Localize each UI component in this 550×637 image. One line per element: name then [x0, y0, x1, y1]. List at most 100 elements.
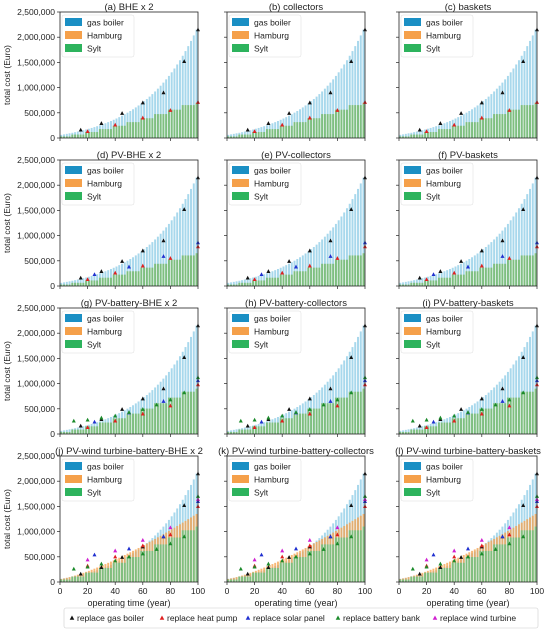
- bar-sylt: [96, 132, 99, 138]
- bar-sylt: [249, 576, 252, 582]
- bar-gas-boiler: [359, 35, 362, 139]
- bar-sylt: [173, 259, 176, 286]
- bar-gas-boiler: [340, 68, 343, 138]
- bar-sylt: [468, 271, 471, 286]
- bar-sylt: [123, 418, 126, 434]
- x-tick-label: 60: [477, 586, 487, 596]
- marker-replace-battery-bank: [479, 407, 484, 411]
- bar-sylt: [282, 125, 285, 138]
- bar-gas-boiler: [495, 88, 498, 138]
- legend-swatch-sylt: [404, 340, 421, 348]
- legend-swatch-gas-boiler: [65, 314, 82, 322]
- bar-sylt: [312, 550, 315, 582]
- bar-gas-boiler: [321, 239, 324, 286]
- bar-sylt: [63, 136, 66, 138]
- bar-sylt: [107, 567, 110, 582]
- bar-sylt: [85, 572, 88, 582]
- marker-legend-label: replace solar panel: [253, 613, 325, 623]
- bar-gas-boiler: [323, 88, 326, 138]
- legend-label: gas boiler: [426, 462, 463, 472]
- y-tick-label: 1,500,000: [17, 353, 55, 363]
- marker-replace-heat-pump: [479, 411, 484, 416]
- bar-sylt: [159, 263, 162, 286]
- bar-sylt: [343, 109, 346, 138]
- bar-sylt: [498, 114, 501, 138]
- bar-sylt: [190, 530, 192, 582]
- marker-replace-solar-panel: [92, 272, 97, 277]
- y-tick-label: 500,000: [24, 108, 55, 118]
- bar-gas-boiler: [82, 130, 85, 138]
- bar-sylt: [460, 274, 462, 286]
- bar-sylt: [334, 537, 337, 582]
- bar-sylt: [260, 132, 263, 138]
- bar-sylt: [315, 267, 318, 286]
- bar-sylt: [178, 259, 181, 286]
- bar-sylt: [354, 105, 357, 138]
- bar-sylt: [534, 102, 537, 138]
- bar-sylt: [87, 280, 90, 286]
- bar-sylt: [165, 114, 168, 138]
- panel-title: (i) PV-battery-baskets: [422, 298, 514, 309]
- marker-replace-battery-bank: [410, 566, 415, 571]
- bar-sylt: [404, 431, 407, 434]
- bar-sylt: [195, 526, 198, 582]
- marker-replace-wind-turbine: [252, 557, 257, 562]
- bar-sylt: [476, 557, 479, 582]
- chart-panel-7: (g) PV-battery-BHE x 2 0 500,000 1,000,000 1…: [2, 298, 200, 439]
- bar-sylt: [159, 544, 162, 582]
- bar-gas-boiler: [501, 230, 504, 286]
- y-tick-label: 2,500,000: [17, 7, 55, 17]
- bar-gas-boiler: [290, 262, 293, 286]
- marker-replace-heat-pump: [335, 403, 340, 408]
- bar-gas-boiler: [404, 281, 407, 286]
- bar-sylt: [93, 572, 96, 582]
- marker-replace-gas-boiler: [140, 100, 145, 105]
- marker-replace-battery-bank: [349, 390, 354, 395]
- bar-sylt: [404, 579, 407, 582]
- bar-sylt: [190, 255, 192, 286]
- legend-label: Sylt: [87, 488, 102, 498]
- marker-replace-heat-pump: [113, 418, 118, 423]
- bar-sylt: [252, 280, 255, 286]
- marker-replace-battery-bank: [266, 561, 271, 566]
- bar-sylt: [63, 284, 66, 286]
- bar-sylt: [476, 122, 479, 138]
- bar-gas-boiler: [232, 429, 235, 434]
- bar-sylt: [246, 282, 249, 286]
- bar-gas-boiler: [235, 133, 238, 138]
- bar-sylt: [451, 274, 454, 286]
- bar-sylt: [68, 579, 71, 582]
- bar-gas-boiler: [63, 282, 66, 286]
- bar-sylt: [151, 550, 154, 582]
- bar-gas-boiler: [187, 342, 190, 434]
- bar-sylt: [479, 408, 482, 434]
- marker-replace-solar-panel: [500, 254, 505, 258]
- legend-swatch-hamburg: [404, 179, 421, 187]
- bar-gas-boiler: [96, 274, 99, 286]
- bar-gas-boiler: [181, 203, 184, 286]
- bar-gas-boiler: [246, 130, 249, 138]
- bar-sylt: [435, 426, 438, 434]
- bar-sylt: [501, 263, 504, 286]
- y-tick-label: 2,000,000: [17, 476, 55, 486]
- bar-sylt: [299, 271, 302, 286]
- bar-sylt: [460, 125, 462, 138]
- bar-gas-boiler: [65, 281, 68, 286]
- bar-gas-boiler: [184, 199, 187, 286]
- y-tick-label: 1,000,000: [17, 527, 55, 537]
- bar-sylt: [115, 418, 118, 434]
- marker-replace-gas-boiler: [182, 59, 187, 63]
- bar-sylt: [343, 259, 346, 286]
- bar-gas-boiler: [151, 242, 154, 286]
- bar-gas-boiler: [498, 233, 501, 286]
- bar-sylt: [132, 557, 135, 582]
- bar-sylt: [165, 403, 168, 434]
- bar-sylt: [345, 259, 348, 286]
- bar-sylt: [60, 431, 63, 434]
- marker-replace-heat-pump: [280, 418, 285, 423]
- plot-frame: [226, 307, 366, 435]
- marker-replace-gas-boiler: [161, 386, 166, 391]
- marker-replace-heat-pump: [85, 277, 90, 282]
- marker-legend-label: replace gas boiler: [77, 613, 144, 623]
- marker-replace-heat-pump: [452, 418, 457, 423]
